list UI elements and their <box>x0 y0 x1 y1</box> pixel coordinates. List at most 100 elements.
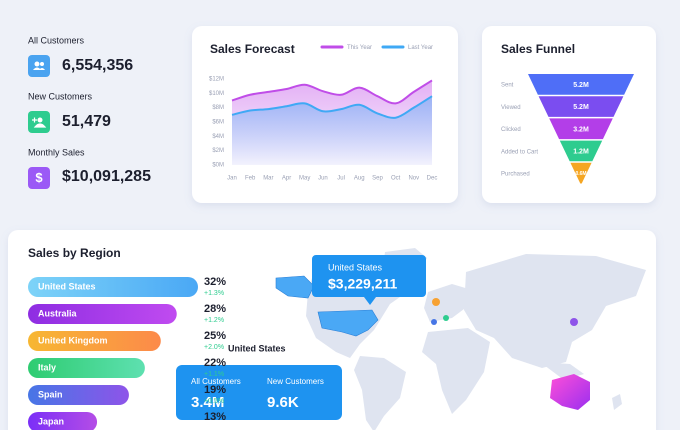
stat-label: All Customers <box>28 35 85 45</box>
stat-icons <box>28 55 50 189</box>
y-tick-label: $8M <box>212 105 224 111</box>
forecast-area <box>232 96 432 165</box>
icon <box>40 62 44 66</box>
x-tick-label: Sep <box>372 176 383 182</box>
new-zealand <box>612 394 622 410</box>
region-bar <box>28 331 161 351</box>
italy-highlight <box>443 315 449 321</box>
legend-label: Last Year <box>408 45 433 51</box>
region-name: Japan <box>38 416 64 426</box>
region-share: 19% <box>204 384 226 396</box>
x-tick-label: Dec <box>427 176 438 182</box>
detail-card <box>176 365 342 420</box>
region-bar <box>28 304 177 324</box>
stat-label: Monthly Sales <box>28 147 85 157</box>
funnel-label: Added to Cart <box>501 149 538 155</box>
funnel-value: 3.2M <box>573 126 589 133</box>
region-name: Australia <box>38 308 78 318</box>
x-tick-label: Jul <box>337 176 345 182</box>
region-share: 25% <box>204 330 226 342</box>
region-bar <box>28 277 198 297</box>
stat-value: 51,479 <box>62 113 111 130</box>
stat-value: $10,091,285 <box>62 168 151 185</box>
region-change: +2.0% <box>204 344 224 351</box>
icon <box>28 167 50 189</box>
x-tick-label: Apr <box>282 176 291 182</box>
tooltip-value: $3,229,211 <box>328 276 398 292</box>
funnel-stage <box>528 74 634 95</box>
y-tick-label: $2M <box>212 148 224 154</box>
region-change: +1.1% <box>204 371 224 378</box>
funnel-value: 1.2M <box>573 149 589 156</box>
funnel-label: Clicked <box>501 127 521 133</box>
legend-label: This Year <box>347 45 372 51</box>
x-tick-label: Jan <box>227 176 237 182</box>
funnel-stage <box>559 140 603 162</box>
region-share: 28% <box>204 303 226 315</box>
region-share: 13% <box>204 411 226 423</box>
spain-highlight <box>431 319 437 325</box>
x-tick-label: Jun <box>318 176 328 182</box>
stat-label: New Customers <box>28 91 93 101</box>
tooltip-country: United States <box>328 262 383 272</box>
icon <box>32 117 47 128</box>
stat-value: 6,554,356 <box>62 57 133 74</box>
y-tick-label: $6M <box>212 120 224 126</box>
funnel-stage <box>549 118 613 140</box>
funnel-value: 5.2M <box>573 104 589 111</box>
region-share: 22% <box>204 357 226 369</box>
region-bar <box>28 385 129 405</box>
detail-value: 3.4M <box>191 394 224 411</box>
funnel-stage <box>570 162 592 184</box>
map-tooltip <box>312 255 426 305</box>
funnel-value: 0.6M <box>575 171 586 177</box>
europe <box>424 284 472 322</box>
region-name: Italy <box>38 362 56 372</box>
funnel-label: Purchased <box>501 171 530 177</box>
card-title: Sales by Region <box>28 246 121 260</box>
uk-highlight <box>432 298 440 306</box>
icon <box>34 61 40 67</box>
x-tick-label: Nov <box>408 176 419 182</box>
region-name: United Kingdom <box>38 335 108 345</box>
detail-value: 9.6K <box>267 394 299 411</box>
region-change: +1.2% <box>204 317 224 324</box>
y-tick-label: $10M <box>209 91 224 97</box>
funnel-label: Sent <box>501 83 514 89</box>
funnel-value: 5.2M <box>573 82 589 89</box>
x-tick-label: Mar <box>263 176 273 182</box>
x-tick-label: Aug <box>354 176 365 182</box>
funnel-stage <box>538 96 624 117</box>
region-name: United States <box>38 281 96 291</box>
y-tick-label: $0M <box>212 163 224 169</box>
region-share: 32% <box>204 276 226 288</box>
forecast-line <box>231 79 433 105</box>
icon <box>33 67 45 70</box>
detail-title: United States <box>228 343 286 353</box>
y-tick-label: $4M <box>212 134 224 140</box>
region-name: Spain <box>38 389 63 399</box>
x-tick-label: May <box>299 176 310 182</box>
region-change: +0.5% <box>204 398 224 405</box>
icon <box>28 55 50 77</box>
y-tick-label: $12M <box>209 77 224 83</box>
region-bar <box>28 412 98 430</box>
forecast-line <box>231 95 433 119</box>
alaska-highlight <box>275 275 315 299</box>
funnel-label: Viewed <box>501 105 521 111</box>
card-title: Sales Funnel <box>501 42 575 56</box>
asia <box>464 254 646 368</box>
detail-label: New Customers <box>267 377 324 386</box>
region-bar <box>28 358 145 378</box>
south-america <box>354 356 406 430</box>
x-tick-label: Feb <box>245 176 256 182</box>
africa <box>422 328 490 414</box>
australia-highlight <box>550 374 590 410</box>
x-tick-label: Oct <box>391 176 401 182</box>
region-change: +1.3% <box>204 290 224 297</box>
card-title: Sales Forecast <box>210 42 295 56</box>
japan-highlight <box>570 318 578 326</box>
detail-label: All Customers <box>191 377 241 386</box>
icon <box>37 117 43 123</box>
